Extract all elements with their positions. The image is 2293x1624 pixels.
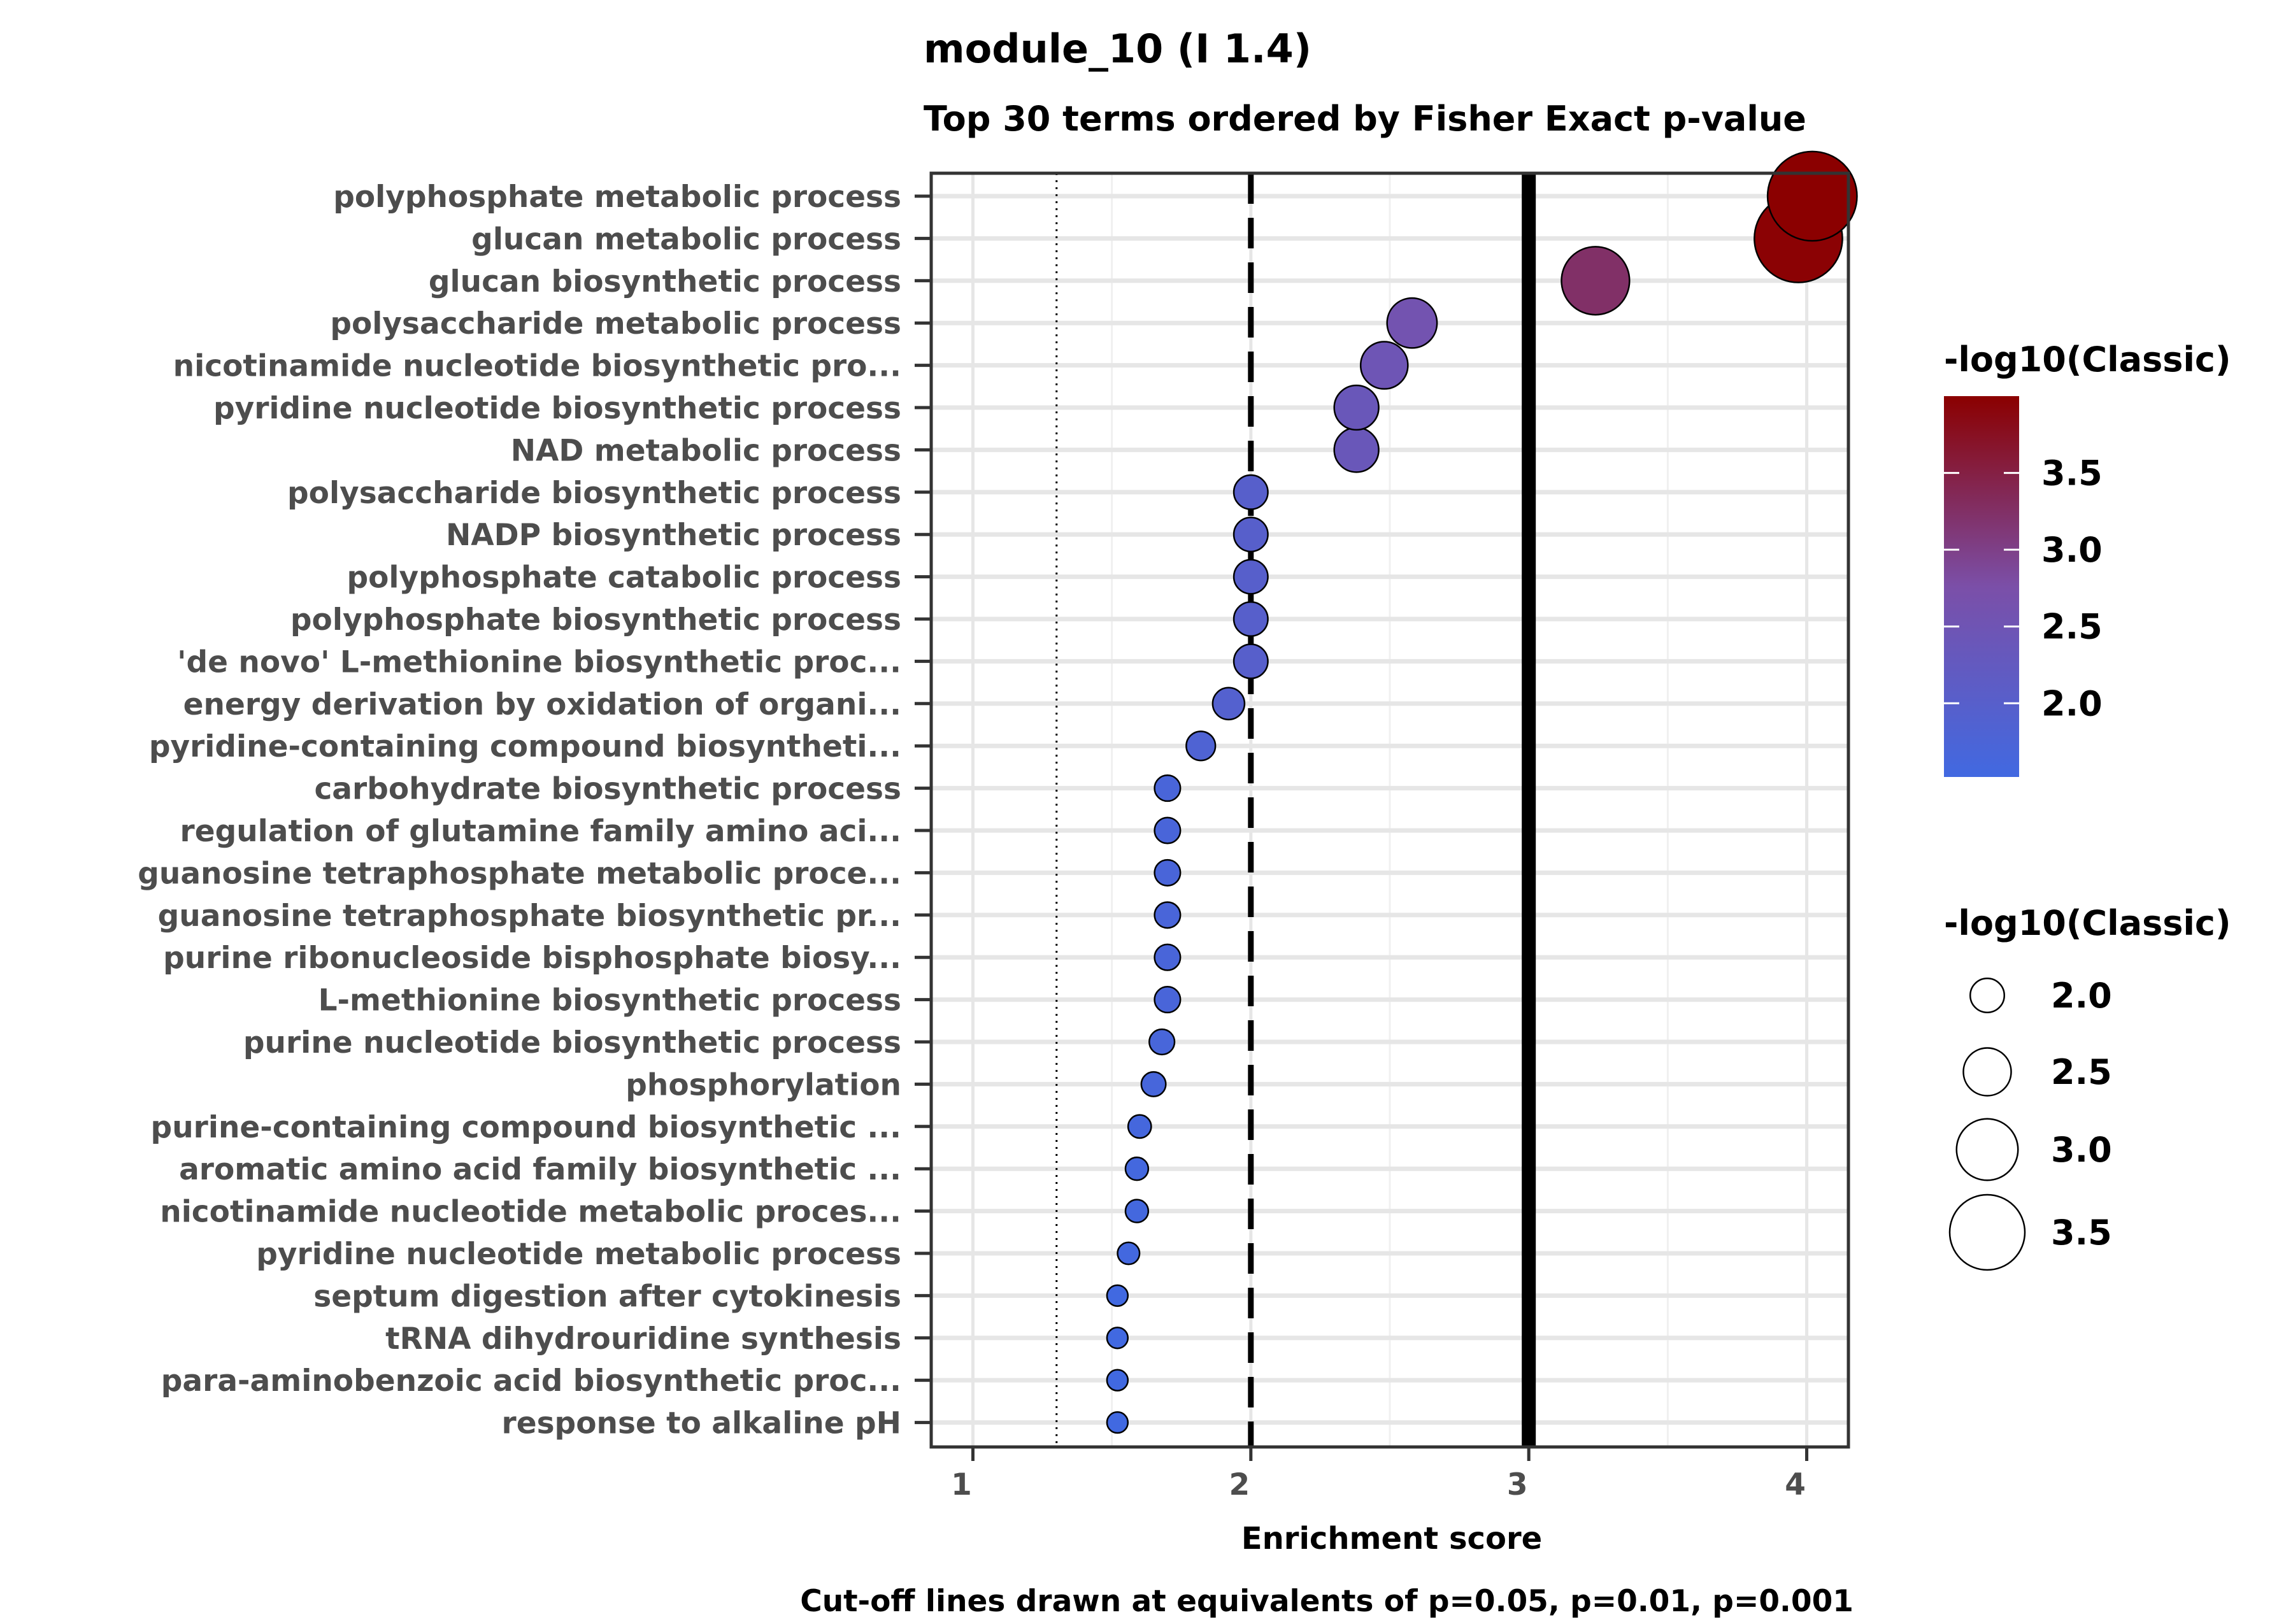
term-label: guanosine tetraphosphate metabolic proce… [138,856,901,891]
size-legend-label: 3.0 [2051,1130,2112,1170]
size-legend-circle [1969,978,2005,1013]
color-legend-title: -log10(Classic) [1944,339,2231,380]
cutoff-lines [1055,173,1536,1447]
data-point [1117,1241,1141,1265]
term-label: L-methionine biosynthetic process [318,983,901,1018]
data-point [1232,474,1269,510]
term-label: carbohydrate biosynthetic process [314,772,901,807]
term-label: pyridine nucleotide metabolic process [256,1237,901,1272]
colorbar-label: 3.0 [2041,530,2103,570]
data-point [1154,901,1182,929]
term-label: pyridine-containing compound biosyntheti… [149,729,901,764]
data-point [1154,774,1182,802]
data-point [1359,341,1409,390]
x-tick-label: 1 [951,1467,972,1502]
data-point [1232,559,1269,595]
term-label: NADP biosynthetic process [446,518,901,553]
data-point [1232,643,1269,680]
term-label: tRNA dihydrouridine synthesis [385,1321,901,1357]
size-legend-circle [1955,1118,2019,1181]
data-point [1148,1028,1176,1056]
term-label: aromatic amino acid family biosynthetic … [179,1152,901,1187]
x-tick-label: 2 [1229,1467,1250,1502]
x-tick-label: 4 [1785,1467,1806,1502]
term-label: energy derivation by oxidation of organi… [183,687,901,722]
size-legend-label: 2.0 [2051,976,2112,1016]
x-axis-title: Enrichment score [1241,1521,1542,1556]
data-point [1106,1284,1129,1307]
term-label: polyphosphate metabolic process [333,180,901,215]
y-axis-labels: polyphosphate metabolic process glucan me… [138,180,931,1441]
data-point [1333,427,1380,473]
term-label: response to alkaline pH [502,1406,901,1441]
term-label: regulation of glutamine family amino aci… [180,814,901,849]
term-label: glucan biosynthetic process [429,264,901,299]
data-point [1386,297,1438,349]
data-point [1232,516,1269,553]
data-point [1154,986,1182,1014]
size-legend-circle [1948,1193,2026,1271]
data-point [1106,1411,1129,1434]
colorbar-label: 2.5 [2041,607,2103,647]
data-point [1154,858,1182,887]
data-point [1185,730,1217,762]
term-label: septum digestion after cytokinesis [313,1279,901,1314]
term-label: polyphosphate biosynthetic process [290,602,901,637]
term-label: NAD metabolic process [511,433,901,468]
term-label: phosphorylation [625,1067,901,1102]
data-point [1333,384,1380,431]
term-label: purine ribonucleoside bisphosphate biosy… [163,941,901,976]
term-label: pyridine nucleotide biosynthetic process [213,391,901,426]
data-point [1124,1199,1150,1223]
data-points [1106,150,1858,1434]
term-label: purine nucleotide biosynthetic process [243,1025,901,1060]
size-legend: -log10(Classic) 2.0 2.5 3.0 3.5 [1944,903,2231,1271]
size-legend-label: 2.5 [2051,1052,2112,1092]
x-tick-label: 3 [1507,1467,1528,1502]
term-label: nicotinamide nucleotide metabolic proces… [160,1195,901,1230]
size-legend-title: -log10(Classic) [1944,903,2231,943]
term-label: polysaccharide metabolic process [330,306,901,341]
chart-title: module_10 (I 1.4) [924,25,1311,72]
data-point [1127,1114,1152,1139]
data-point [1211,687,1246,721]
term-label: glucan metabolic process [471,222,901,257]
colorbar [1944,396,2019,777]
data-point [1561,246,1631,316]
size-legend-circle [1962,1047,2012,1097]
term-label: nicotinamide nucleotide biosynthetic pro… [173,349,901,384]
data-point [1124,1157,1150,1181]
x-axis: 1 2 3 4 [951,1447,1809,1502]
term-label: polyphosphate catabolic process [346,560,901,595]
colorbar-label: 3.5 [2041,453,2103,494]
term-label: polysaccharide biosynthetic process [287,476,901,511]
term-label: purine-containing compound biosynthetic … [151,1110,901,1145]
data-point [1766,150,1858,242]
colorbar-label: 2.0 [2041,683,2103,723]
data-point [1106,1327,1129,1350]
data-point [1154,816,1182,844]
size-legend-label: 3.5 [2051,1213,2112,1253]
term-label: 'de novo' L-methionine biosynthetic proc… [177,645,901,680]
color-legend: -log10(Classic) 2.0 2.5 3.0 3.5 [1944,339,2231,777]
data-point [1154,943,1182,971]
term-label: para-aminobenzoic acid biosynthetic proc… [161,1364,901,1399]
data-point [1140,1071,1167,1097]
chart-subtitle: Top 30 terms ordered by Fisher Exact p-v… [924,99,1806,139]
data-point [1232,601,1269,637]
caption: Cut-off lines drawn at equivalents of p=… [800,1584,1854,1619]
term-label: guanosine tetraphosphate biosynthetic pr… [158,899,901,934]
panel-border [929,171,1850,1449]
data-point [1106,1369,1129,1392]
